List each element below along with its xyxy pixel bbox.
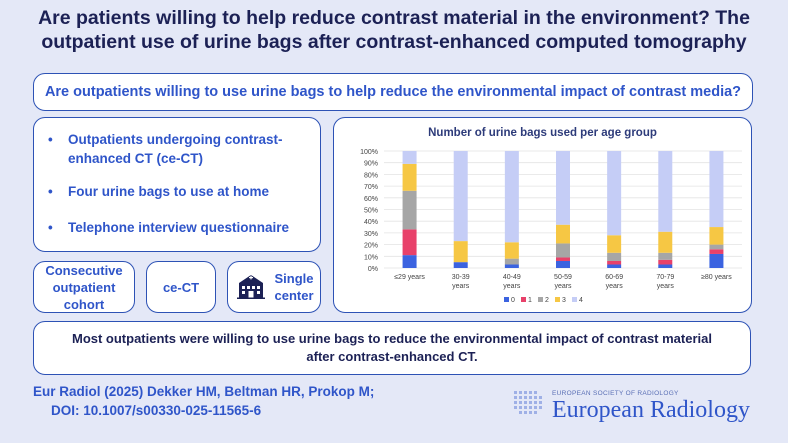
y-tick-label: 80% <box>364 172 378 179</box>
stacked-bar-chart: 0% 10% 20% 30% 40% 50% 60% 70% 80% 90% 100% ≤29 yea… <box>360 149 742 304</box>
bar-segment <box>402 151 417 164</box>
y-tick-label: 0% <box>368 266 378 273</box>
bar-segment <box>658 259 673 265</box>
x-tick-label: 70-79 years <box>656 274 674 290</box>
bar-segment <box>504 264 519 268</box>
bar-segment <box>607 264 622 268</box>
bar-segment <box>402 255 417 268</box>
y-tick-label: 60% <box>364 196 378 203</box>
bar-segment <box>453 151 468 242</box>
bar-segment <box>504 242 519 259</box>
dot-grid-logo-icon <box>514 391 542 414</box>
methods-box: Outpatients undergoing contrast-enhanced… <box>33 117 321 252</box>
journal-name: European Radiology <box>552 397 750 423</box>
conclusion-box: Most outpatients were willing to use uri… <box>33 321 751 375</box>
bullet-item: Four urine bags to use at home <box>48 182 269 201</box>
legend-swatch <box>572 297 577 302</box>
legend-swatch <box>504 297 509 302</box>
bar-segment <box>556 243 570 258</box>
bar-segment <box>658 231 673 253</box>
bar-segment <box>556 260 570 268</box>
page-title: Are patients willing to help reduce cont… <box>38 7 750 53</box>
x-tick-label: ≥80 years <box>701 274 732 281</box>
x-tick-label: 60-69 years <box>605 274 623 290</box>
research-question: Are outpatients willing to use urine bag… <box>33 73 753 111</box>
bar-segment <box>607 235 622 253</box>
x-tick-label: ≤29 years <box>394 274 425 281</box>
bar-segment <box>402 163 417 191</box>
legend-swatch <box>521 297 526 302</box>
citation-doi: DOI: 10.1007/s00330-025-11565-6 <box>51 403 262 418</box>
bar-segment <box>504 151 519 243</box>
x-tick-label: 30-39 years <box>452 274 470 290</box>
y-tick-label: 70% <box>364 184 378 191</box>
bar-segment <box>504 258 519 265</box>
bar-segment <box>709 151 724 228</box>
bar-segment <box>709 244 724 250</box>
bullet-item: Outpatients undergoing contrast-enhanced… <box>48 130 308 168</box>
bar-segment <box>709 227 724 245</box>
y-tick-label: 40% <box>364 219 378 226</box>
y-tick-label: 20% <box>364 243 378 250</box>
conclusion-text: Most outpatients were willing to use uri… <box>71 331 712 364</box>
bar-segment <box>453 262 468 268</box>
y-tick-label: 10% <box>364 254 378 261</box>
modality-label: ce-CT <box>162 279 200 295</box>
cohort-chip: Consecutive outpatient cohort <box>33 261 135 313</box>
center-chip: Single center <box>227 261 321 313</box>
center-label: Single center <box>274 271 314 303</box>
modality-chip: ce-CT <box>146 261 216 313</box>
bar-segment <box>402 190 417 230</box>
y-tick-label: 100% <box>360 149 378 156</box>
bar-segment <box>709 249 724 254</box>
bar-segment <box>658 151 673 232</box>
x-tick-label: 40-49 years <box>503 274 521 290</box>
bar-segment <box>658 252 673 260</box>
bar-segment <box>453 241 468 263</box>
cohort-label: Consecutive outpatient cohort <box>45 262 123 312</box>
bar-segment <box>556 151 570 225</box>
y-tick-label: 90% <box>364 161 378 168</box>
legend-label: 0 <box>511 297 515 304</box>
bar-segment <box>658 264 673 268</box>
legend-label: 1 <box>528 297 532 304</box>
bar-segment <box>556 257 570 261</box>
legend-label: 3 <box>562 297 566 304</box>
y-tick-label: 50% <box>364 208 378 215</box>
chart-title: Number of urine bags used per age group <box>428 127 657 139</box>
bar-segment <box>607 252 622 261</box>
bar-segment <box>607 260 622 265</box>
bar-segment <box>402 229 417 256</box>
legend-label: 2 <box>545 297 549 304</box>
citation: Eur Radiol (2025) Dekker HM, Beltman HR,… <box>33 382 374 420</box>
society-name: EUROPEAN SOCIETY OF RADIOLOGY <box>552 390 679 397</box>
y-tick-label: 30% <box>364 231 378 238</box>
bar-segment <box>556 224 570 244</box>
legend-label: 4 <box>579 297 583 304</box>
x-tick-label: 50-59 years <box>554 274 572 290</box>
legend-swatch <box>538 297 543 302</box>
hospital-building-icon <box>237 275 265 299</box>
bullet-item: Telephone interview questionnaire <box>48 218 289 237</box>
legend-swatch <box>555 297 560 302</box>
citation-authors: Eur Radiol (2025) Dekker HM, Beltman HR,… <box>33 384 375 399</box>
chart-panel: Number of urine bags used per age group … <box>333 117 752 313</box>
bar-segment <box>709 253 724 268</box>
bar-segment <box>607 151 622 236</box>
